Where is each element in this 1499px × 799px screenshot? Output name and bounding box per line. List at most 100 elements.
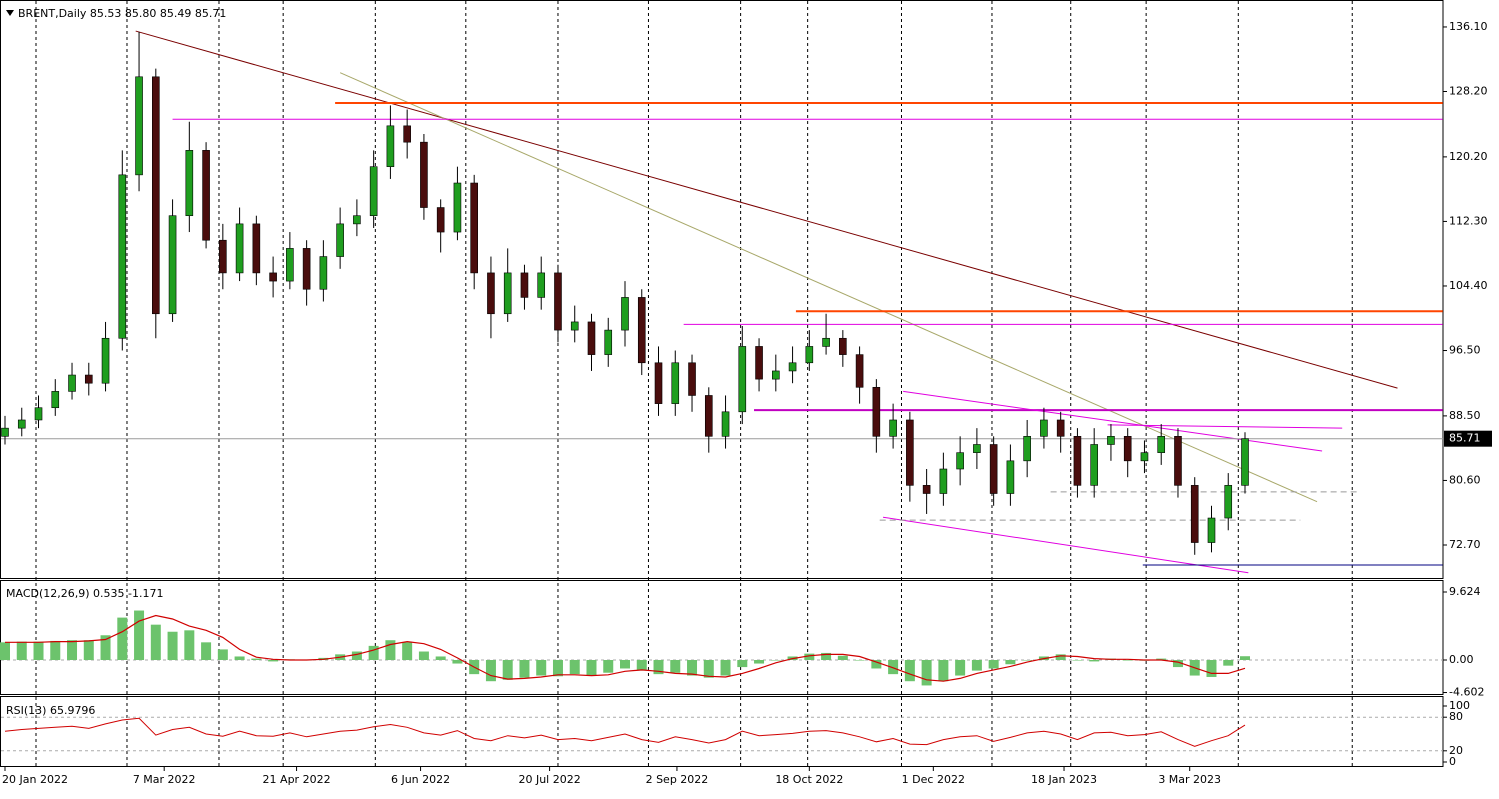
- candle-body: [101, 337, 110, 384]
- candle-body: [973, 444, 981, 453]
- candle-body: [17, 419, 26, 429]
- candle-body: [487, 272, 495, 315]
- macd-bar: [837, 655, 848, 661]
- trend-line: [903, 390, 1323, 452]
- candle-body: [788, 362, 797, 372]
- macd-bar: [268, 660, 279, 662]
- y-tick-label: 88.50: [1449, 409, 1481, 422]
- candle-body: [570, 321, 579, 331]
- candle-body: [135, 76, 143, 176]
- macd-bar: [418, 651, 429, 661]
- macd-bar: [1122, 660, 1133, 661]
- candle-body: [989, 444, 998, 494]
- macd-bar: [1240, 656, 1250, 661]
- candle-body: [621, 297, 629, 331]
- macd-bar: [1172, 660, 1183, 668]
- candle-body: [1, 427, 9, 437]
- candle-body: [1073, 436, 1082, 486]
- candle-body: [252, 223, 261, 274]
- x-tick-label: 6 Jun 2022: [391, 773, 450, 786]
- macd-bar: [552, 660, 563, 677]
- x-tick-label: 2 Sep 2022: [646, 773, 709, 786]
- macd-bar: [0, 642, 10, 661]
- candle-body: [537, 272, 546, 298]
- macd-bar: [536, 660, 547, 676]
- candle-body: [1140, 452, 1149, 462]
- candle-body: [922, 485, 931, 494]
- macd-bar: [1055, 654, 1066, 661]
- macd-bar: [251, 658, 262, 661]
- rsi-title: RSI(13) 65.9796: [6, 704, 95, 717]
- y-tick-label: 120.20: [1449, 150, 1488, 163]
- main-panel-border: [0, 0, 1444, 579]
- x-tick-label: 20 Jan 2022: [2, 773, 68, 786]
- y-tick-label: 96.50: [1449, 344, 1481, 357]
- candle-body: [185, 150, 194, 217]
- candle-body: [956, 452, 964, 470]
- candle-body: [704, 395, 713, 437]
- x-tick-label: 18 Jan 2023: [1031, 773, 1097, 786]
- macd-bar: [435, 656, 446, 661]
- candle-body: [168, 215, 177, 315]
- candle-body: [118, 174, 127, 339]
- macd-bar: [603, 660, 614, 673]
- macd-title: MACD(12,26,9) 0.535 -1.171: [6, 587, 164, 600]
- macd-bar: [201, 642, 212, 661]
- candle-body: [654, 362, 663, 404]
- macd-bar: [83, 640, 94, 661]
- candle-body: [805, 346, 814, 364]
- y-tick-label: 136.10: [1449, 20, 1488, 33]
- macd-bar: [1223, 660, 1234, 666]
- candle-body: [1006, 460, 1015, 494]
- rsi-line: [4, 717, 1246, 747]
- macd-bar: [150, 624, 161, 661]
- candle-body: [939, 468, 948, 494]
- candle-body: [286, 248, 294, 282]
- candle-body: [403, 125, 411, 143]
- x-tick-label: 21 Apr 2022: [263, 773, 331, 786]
- candle-body: [386, 125, 395, 167]
- candle-body: [1107, 436, 1115, 445]
- chart-title: BRENT,Daily 85.53 85.80 85.49 85.71: [18, 7, 226, 20]
- macd-bar: [385, 640, 396, 661]
- trend-line: [1107, 424, 1343, 429]
- macd-bar: [351, 651, 362, 661]
- candle-body: [235, 223, 244, 274]
- macd-bar: [620, 660, 630, 669]
- macd-bar: [754, 660, 765, 664]
- macd-panel-border: [0, 580, 1444, 695]
- x-tick-label: 1 Dec 2022: [902, 773, 965, 786]
- trend-line: [882, 516, 1249, 574]
- macd-bar: [804, 653, 815, 661]
- candle-body: [503, 272, 512, 315]
- candle-body: [738, 346, 747, 413]
- macd-bar: [16, 641, 27, 661]
- candle-body: [269, 272, 277, 282]
- last-price-box: [1444, 430, 1492, 447]
- candle-body: [453, 182, 462, 233]
- candle-body: [436, 207, 445, 233]
- macd-bar: [67, 640, 78, 661]
- macd-bar: [184, 630, 195, 661]
- trend-line: [135, 30, 1398, 389]
- y-tick-label: 104.40: [1449, 279, 1488, 292]
- macd-bar: [821, 652, 832, 661]
- candle-body: [839, 337, 847, 355]
- candle-body: [353, 215, 361, 225]
- macd-bar: [1072, 660, 1083, 661]
- macd-bar: [134, 610, 145, 661]
- candle-body: [51, 391, 60, 409]
- macd-bar: [871, 660, 882, 669]
- rsi-panel-border: [0, 696, 1444, 767]
- candle-body: [319, 256, 328, 290]
- macd-bar: [485, 660, 496, 682]
- candle-body: [520, 272, 529, 298]
- candle-body: [34, 407, 43, 421]
- y-tick-label: 0.00: [1449, 653, 1474, 666]
- y-tick-label: 100: [1449, 699, 1470, 712]
- candle-body: [587, 321, 596, 355]
- macd-bar: [519, 660, 530, 678]
- macd-bar: [854, 660, 865, 661]
- macd-bar: [100, 635, 111, 661]
